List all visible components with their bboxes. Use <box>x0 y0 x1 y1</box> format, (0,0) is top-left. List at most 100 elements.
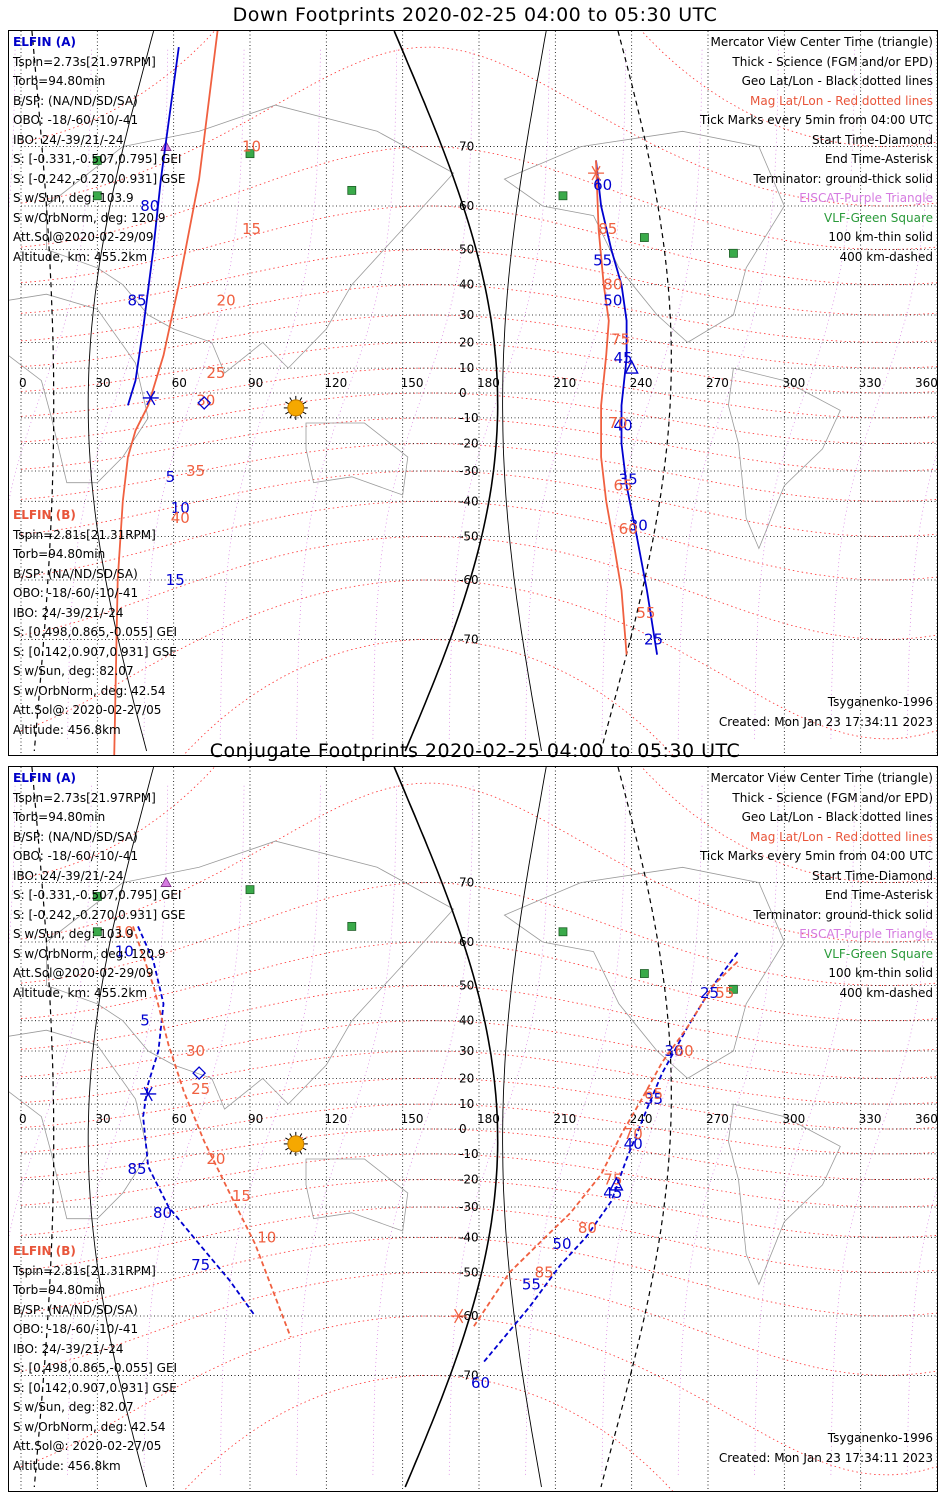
elfin-a-line: S: [-0.242,-0.270,0.931] GSE <box>13 907 186 922</box>
elfin-a-line: S: [-0.242,-0.270,0.931] GSE <box>13 171 186 186</box>
terminator-400km <box>31 767 55 1488</box>
elfin-b-tick-label: 10 <box>242 138 261 156</box>
legend-item: Geo Lat/Lon - Black dotted lines <box>741 74 933 88</box>
model-label: Tsyganenko-1996 <box>827 1431 933 1445</box>
lon-tick-label: 240 <box>630 376 653 390</box>
mag-lat-line <box>20 1077 937 1130</box>
end-asterisk <box>143 1086 153 1102</box>
lat-tick-label: -60 <box>459 573 479 587</box>
elfin-b-line: S: [0.142,0.907,0.931] GSE <box>13 1380 177 1395</box>
legend-item: Tick Marks every 5min from 04:00 UTC <box>699 113 933 127</box>
elfin-b-tick-label: 70 <box>624 1125 643 1143</box>
lon-tick-label: 150 <box>401 1112 424 1126</box>
lon-tick-label: 240 <box>630 1112 653 1126</box>
vlf-square <box>558 927 568 937</box>
lon-tick-label: 270 <box>706 376 729 390</box>
lat-tick-label: -10 <box>459 1147 479 1161</box>
legend-item: 100 km-thin solid <box>828 230 933 244</box>
lat-tick-label: 30 <box>459 1044 474 1058</box>
lat-tick-label: -40 <box>459 1230 479 1244</box>
elfin-b-tick-label: 25 <box>206 364 225 382</box>
eiscat-triangle <box>160 876 172 887</box>
elfin-a-line: Torb=94.80min <box>13 74 106 88</box>
elfin-b-info: ELFIN (B) Tspin=2.81s[21.31RPM] Torb=94.8… <box>13 1242 177 1476</box>
elfin-a-tick-label: 50 <box>552 1235 571 1253</box>
lat-tick-label: 60 <box>459 935 474 949</box>
elfin-b-line: S: [0.498,0.865,-0.055] GEI <box>13 625 178 639</box>
vlf-square <box>245 149 255 159</box>
lat-tick-label: 30 <box>459 308 474 322</box>
mag-lat-line <box>20 579 937 740</box>
elfin-a-line: OBO: -18/-60/-10/-41 <box>13 849 139 863</box>
elfin-b-lines: Tspin=2.81s[21.31RPM] Torb=94.80min B/SP: … <box>13 1262 177 1477</box>
elfin-a-lines: Tspin=2.73s[21.97RPM] Torb=94.80min B/SP: … <box>13 53 186 268</box>
lat-tick-label: -50 <box>459 530 479 544</box>
elfin-b-line: B/SP: (NA/ND/SD/SA) <box>13 566 138 581</box>
elfin-b-line: IBO: 24/-39/21/-24 <box>13 605 124 620</box>
elfin-a-tick-label: 10 <box>171 499 190 517</box>
vlf-square <box>92 191 102 201</box>
legend-item: EISCAT-Purple Triangle <box>799 191 933 205</box>
lon-tick-label: 360 <box>915 376 938 390</box>
elfin-a-line: OBO: -18/-60/-10/-41 <box>13 113 139 127</box>
elfin-b-track <box>113 31 219 755</box>
legend-item: Tick Marks every 5min from 04:00 UTC <box>699 849 933 863</box>
elfin-b-tick-label: 55 <box>715 984 734 1002</box>
legend-item: Mag Lat/Lon - Red dotted lines <box>749 93 933 108</box>
elfin-a-line: B/SP: (NA/ND/SD/SA) <box>13 93 138 108</box>
elfin-b-line: OBO: -18/-60/-10/-41 <box>13 586 139 600</box>
legend-item: 100 km-thin solid <box>828 966 933 980</box>
terminator-100km <box>502 767 547 1488</box>
vlf-square <box>729 984 738 994</box>
lat-tick-label: -10 <box>459 411 479 425</box>
elfin-a-tick-label: 85 <box>128 291 147 309</box>
vlf-square <box>639 969 649 978</box>
terminator-400km <box>31 31 55 752</box>
elfin-b-track <box>473 960 740 1327</box>
elfin-a-line: Tspin=2.73s[21.97RPM] <box>13 54 156 69</box>
elfin-a-line: IBO: 24/-39/21/-24 <box>13 868 124 883</box>
elfin-b-tick-label: 60 <box>675 1042 694 1060</box>
coastline <box>305 1158 409 1232</box>
elfin-b-label: ELFIN (B) <box>13 1244 76 1258</box>
lon-tick-label: 180 <box>477 376 500 390</box>
elfin-a-line: Torb=94.80min <box>13 810 106 824</box>
lat-tick-label: 10 <box>459 1097 474 1111</box>
elfin-b-tick-label: 35 <box>186 462 205 480</box>
start-diamond <box>192 1066 207 1081</box>
legend-item: Thick - Science (FGM and/or EPD) <box>732 790 933 805</box>
elfin-a-tick-label: 55 <box>522 1275 541 1293</box>
elfin-a-tick-label: 45 <box>613 349 632 367</box>
elfin-b-track <box>132 926 292 1338</box>
elfin-a-line: Tspin=2.73s[21.97RPM] <box>13 790 156 805</box>
elfin-b-line: OBO: -18/-60/-10/-41 <box>13 1322 139 1336</box>
mag-lat-line <box>20 1103 937 1155</box>
lat-tick-label: -70 <box>459 1368 479 1382</box>
elfin-a-tick-label: 30 <box>629 516 648 534</box>
lat-tick-label: 60 <box>459 199 474 213</box>
elfin-b-tick-label: 65 <box>644 1085 663 1103</box>
lat-tick-label: 70 <box>459 140 474 154</box>
mag-lat-line <box>183 1375 674 1491</box>
lat-tick-label: 20 <box>459 1071 474 1085</box>
elfin-a-tick-label: 40 <box>624 1135 643 1153</box>
elfin-a-line: S w/OrbNorm, deg: 120.9 <box>13 210 166 225</box>
elfin-b-line: Att.Sol@: 2020-02-27/05 <box>13 703 162 717</box>
sun-icon <box>287 1135 305 1153</box>
elfin-a-line: Altitude, km: 455.2km <box>13 985 148 1000</box>
elfin-b-line: S w/OrbNorm, deg: 42.54 <box>13 1419 166 1434</box>
legend-item: Terminator: ground-thick solid <box>753 907 933 922</box>
elfin-a-track <box>127 46 180 406</box>
vlf-square <box>92 892 102 901</box>
legend: Mercator View Center Time (triangle) Thic… <box>700 769 933 1003</box>
elfin-b-line: Tspin=2.81s[21.31RPM] <box>13 1263 156 1278</box>
legend-item: Geo Lat/Lon - Black dotted lines <box>741 810 933 824</box>
lon-tick-label: 330 <box>859 1112 882 1126</box>
elfin-b-tick-label: 15 <box>242 220 261 238</box>
elfin-b-tick-label: 15 <box>232 1187 251 1205</box>
lon-tick-label: 0 <box>19 376 27 390</box>
created-label: Created: Mon Jan 23 17:34:11 2023 <box>718 714 933 729</box>
lat-tick-label: 0 <box>459 386 467 400</box>
credits: Tsyganenko-1996 Created: Mon Jan 23 17:3… <box>719 693 933 732</box>
elfin-a-tick-label: 75 <box>191 1256 210 1274</box>
